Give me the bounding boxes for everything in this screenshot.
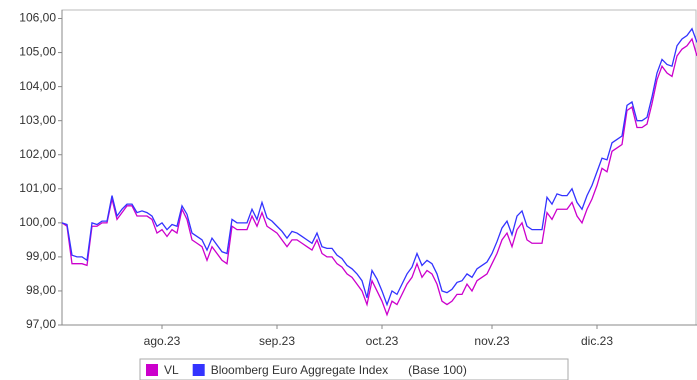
legend-box — [139, 358, 569, 380]
x-tick-label: nov.23 — [474, 334, 509, 348]
x-tick-label: oct.23 — [366, 334, 399, 348]
legend-swatch — [192, 364, 205, 376]
legend-swatch — [146, 364, 158, 376]
legend-label: VL — [164, 363, 179, 377]
x-tick-label: ago.23 — [144, 334, 181, 348]
x-tick-label: sep.23 — [259, 334, 295, 348]
legend-note: (Base 100) — [408, 363, 467, 377]
y-tick-label: 104,00 — [19, 79, 56, 93]
y-tick-label: 99,00 — [26, 249, 56, 263]
y-tick-label: 105,00 — [19, 45, 56, 59]
legend-label: Bloomberg Euro Aggregate Index — [211, 363, 388, 377]
y-tick-label: 97,00 — [26, 317, 56, 331]
y-tick-label: 101,00 — [19, 181, 56, 195]
y-tick-label: 106,00 — [19, 11, 56, 25]
line-series — [61, 27, 697, 307]
y-tick-label: 103,00 — [19, 113, 56, 127]
x-tick-label: dic.23 — [581, 334, 613, 348]
line-series — [61, 37, 697, 317]
plot-frame — [61, 9, 697, 326]
y-tick-label: 102,00 — [19, 147, 56, 161]
y-tick-label: 98,00 — [26, 283, 56, 297]
y-tick-label: 100,00 — [19, 215, 56, 229]
